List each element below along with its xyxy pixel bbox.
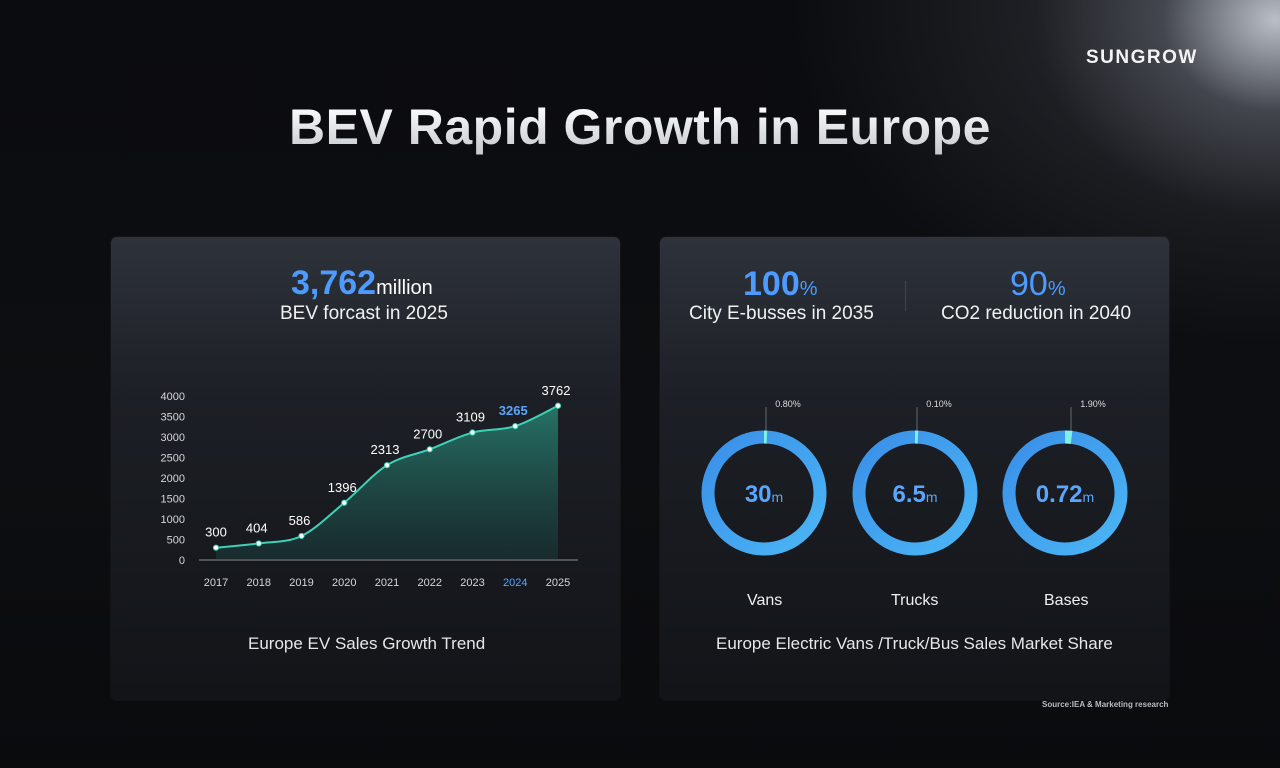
data-label: 300 <box>205 525 227 540</box>
city-ebus-value: 100 <box>743 265 800 303</box>
data-point <box>554 402 562 409</box>
area-fill <box>216 405 558 560</box>
data-point <box>298 532 305 540</box>
ev-sales-chart: 0 500 1000 1500 2000 2500 3000 3500 4000 300 404 5… <box>161 383 578 589</box>
city-ebus-label: City E-busses in 2035 <box>689 303 874 324</box>
co2-kpi: 90% <box>1010 267 1066 301</box>
data-point <box>383 462 391 469</box>
y-tick-label: 1000 <box>161 514 185 526</box>
bev-forecast-kpi: 3,762million <box>291 266 433 300</box>
co2-label: CO2 reduction in 2040 <box>941 303 1132 324</box>
y-tick-label: 2500 <box>161 453 185 465</box>
co2-value: 90 <box>1010 265 1048 303</box>
ev-sales-caption: Europe EV Sales Growth Trend <box>248 634 486 653</box>
bev-forecast-unit: million <box>376 277 433 299</box>
ring-label-trucks: Trucks <box>891 592 939 609</box>
data-point <box>426 446 433 453</box>
y-tick-label: 3500 <box>161 412 185 424</box>
y-tick-label: 4000 <box>161 391 185 403</box>
data-label: 2700 <box>413 426 442 441</box>
city-ebus-unit: % <box>799 278 818 300</box>
x-tick-label: 2023 <box>460 577 484 589</box>
ring-share-segment <box>701 430 827 556</box>
page-title: BEV Rapid Growth in Europe <box>0 98 1280 156</box>
x-tick-label: 2022 <box>418 577 442 589</box>
city-ebus-kpi: 100% <box>743 267 818 301</box>
ring-label-vans: Vans <box>747 592 783 609</box>
x-tick-label: 2018 <box>247 577 271 589</box>
data-label: 3762 <box>542 383 571 398</box>
data-label: 586 <box>289 513 311 528</box>
ev-sales-panel: 3,762million BEV forcast in 2025 0 500 100… <box>111 237 620 700</box>
sungrow-logo: SUNGROW <box>1086 47 1198 68</box>
data-label: 404 <box>246 520 268 535</box>
co2-unit: % <box>1047 278 1066 300</box>
ring-share-segment <box>1002 430 1128 556</box>
data-point <box>255 540 262 547</box>
data-label: 2313 <box>371 442 400 457</box>
data-label: 3109 <box>456 410 485 425</box>
x-tick-label: 2024 <box>503 577 527 589</box>
data-point <box>512 423 519 430</box>
ring-share-segment <box>852 430 978 556</box>
x-tick-label: 2019 <box>289 577 313 589</box>
bev-forecast-label: BEV forcast in 2025 <box>280 303 448 324</box>
x-tick-label: 2025 <box>546 577 570 589</box>
data-point <box>212 544 220 551</box>
y-tick-label: 2000 <box>161 473 185 485</box>
ring-center-value: 6.5m <box>892 481 937 508</box>
kpi-divider <box>905 281 906 311</box>
y-tick-label: 500 <box>167 535 185 547</box>
data-point <box>469 429 476 436</box>
ring-label-bases: Bases <box>1044 592 1089 609</box>
market-share-panel: 100% City E-busses in 2035 90% CO2 reduc… <box>660 237 1169 700</box>
bev-forecast-value: 3,762 <box>291 264 377 302</box>
y-tick-label: 1500 <box>161 494 185 506</box>
x-tick-label: 2020 <box>332 577 356 589</box>
x-tick-label: 2017 <box>204 577 228 589</box>
source-note: Source:IEA & Marketing research <box>1042 700 1169 709</box>
share-label: 0.10% <box>926 399 952 409</box>
market-share-caption: Europe Electric Vans /Truck/Bus Sales Ma… <box>716 634 1113 653</box>
x-tick-label: 2021 <box>375 577 399 589</box>
y-tick-label: 0 <box>179 555 185 567</box>
y-tick-label: 3000 <box>161 432 185 444</box>
ring-center-value: 0.72m <box>1036 481 1094 508</box>
market-share-rings: 0.80% 30m 0.10% 6.5m 1.90% 0.72m <box>701 399 1128 556</box>
data-point <box>341 499 348 506</box>
ring-center-value: 30m <box>745 481 783 508</box>
share-label: 0.80% <box>775 399 801 409</box>
data-label: 3265 <box>499 403 528 418</box>
data-label: 1396 <box>328 480 357 495</box>
share-label: 1.90% <box>1080 399 1106 409</box>
